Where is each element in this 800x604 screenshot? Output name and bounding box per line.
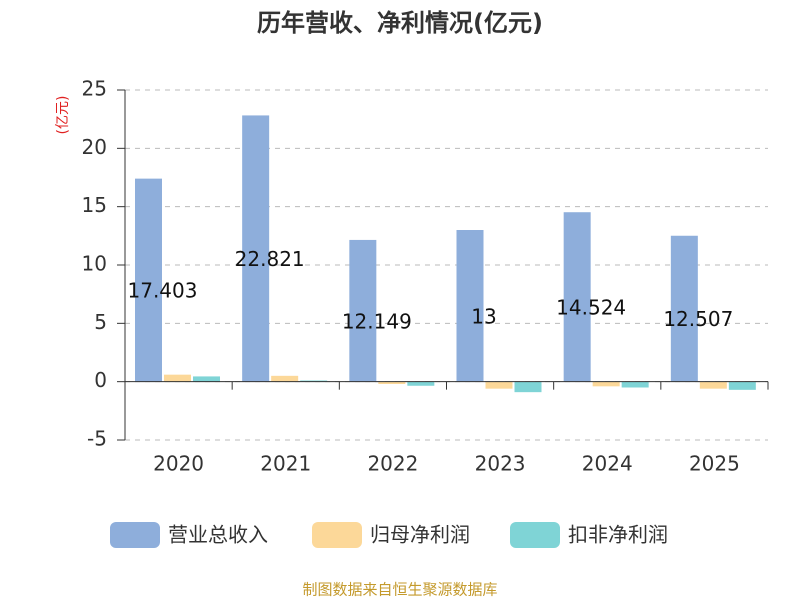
bar: [242, 115, 270, 382]
bar: [621, 381, 649, 388]
bar: [164, 374, 191, 382]
legend-swatch: [510, 522, 560, 548]
y-axis-label: (亿元): [55, 96, 71, 135]
y-tick-label: 5: [94, 310, 107, 334]
y-tick-label: 10: [82, 252, 107, 276]
y-tick-label: 0: [94, 368, 107, 392]
data-label: 22.821: [235, 247, 305, 271]
bar: [300, 380, 328, 382]
source-note: 制图数据来自恒生聚源数据库: [302, 581, 497, 599]
data-label: 12.149: [342, 309, 412, 333]
bar: [670, 235, 698, 382]
bar: [135, 178, 162, 382]
bar: [271, 375, 299, 382]
legend-label: 扣非净利润: [568, 523, 668, 547]
x-tick-label: 2023: [475, 452, 526, 476]
bar: [193, 376, 220, 382]
data-label: 13: [471, 304, 496, 328]
chart-title: 历年营收、净利情况(亿元): [257, 9, 543, 37]
bar: [485, 381, 513, 389]
bar: [514, 381, 542, 393]
bar: [592, 381, 620, 387]
bar: [728, 381, 756, 390]
legend-label: 归母净利润: [370, 523, 470, 547]
legend-label: 营业总收入: [168, 523, 268, 547]
bar: [407, 381, 435, 386]
y-tick-label: 25: [82, 77, 107, 101]
data-label: 14.524: [556, 295, 626, 319]
x-tick-label: 2020: [153, 452, 204, 476]
y-tick-label: -5: [87, 427, 107, 451]
bar: [378, 381, 406, 384]
y-tick-label: 15: [82, 193, 107, 217]
y-tick-label: 20: [82, 135, 107, 159]
bar: [456, 230, 484, 382]
x-tick-label: 2022: [367, 452, 418, 476]
bar: [699, 381, 727, 389]
data-label: 17.403: [128, 279, 198, 303]
data-label: 12.507: [663, 307, 733, 331]
x-tick-label: 2021: [260, 452, 311, 476]
legend-swatch: [110, 522, 160, 548]
x-tick-label: 2024: [582, 452, 633, 476]
x-tick-label: 2025: [689, 452, 740, 476]
bar: [563, 212, 591, 382]
legend-swatch: [312, 522, 362, 548]
bar: [349, 239, 377, 382]
